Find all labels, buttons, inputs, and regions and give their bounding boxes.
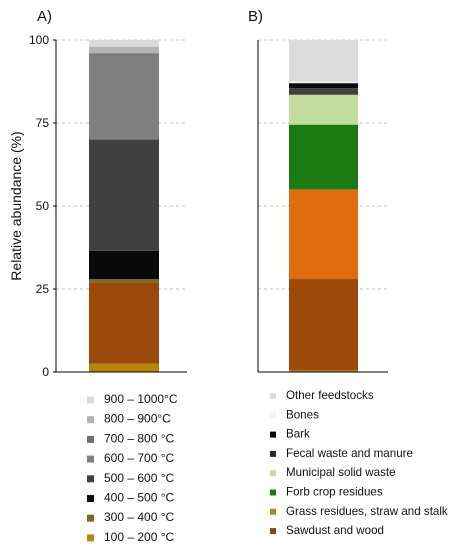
legend-label: 400 – 500 °C	[104, 491, 175, 505]
y-tick-label: 50	[36, 199, 50, 213]
legend-item: Forb crop residues	[270, 486, 383, 499]
legend-item: Grass residues, straw and stalk	[270, 505, 448, 518]
bar-segment	[289, 83, 358, 89]
y-axis-label: Relative abundance (%)	[8, 131, 24, 280]
legend-item: 100 – 200 °C	[87, 530, 175, 544]
bar-segment	[289, 88, 358, 95]
legend-item: 400 – 500 °C	[87, 491, 175, 505]
bar-segment	[289, 189, 358, 280]
legend-swatch	[87, 435, 94, 443]
legend-item: 600 – 700 °C	[87, 451, 175, 465]
legend-swatch	[87, 455, 94, 463]
y-tick-label: 75	[36, 116, 50, 130]
legend-swatch	[270, 431, 276, 438]
legend-swatch	[87, 475, 94, 483]
bar-segment	[289, 81, 358, 84]
bar-segment	[89, 46, 159, 54]
legend-swatch	[87, 534, 94, 542]
legend-item: Fecal waste and manure	[270, 447, 413, 460]
bar-segment	[289, 94, 358, 125]
legend-label: 600 – 700 °C	[104, 451, 175, 465]
y-tick-label: 100	[29, 33, 49, 47]
panel-a-title: A)	[37, 8, 52, 25]
legend-swatch	[270, 470, 276, 477]
legend-label: Other feedstocks	[286, 389, 374, 402]
bar-segment	[89, 250, 159, 280]
bar-segment	[289, 40, 358, 82]
legend-swatch	[270, 450, 276, 457]
legend-label: Sawdust and wood	[286, 524, 384, 537]
legend-swatch	[87, 416, 94, 424]
legend-item: 900 – 1000°C	[87, 392, 178, 406]
bar-segment	[289, 124, 358, 190]
legend-item: Bark	[270, 428, 310, 441]
legend-swatch	[270, 489, 276, 496]
legend-label: Grass residues, straw and stalk	[286, 505, 448, 518]
legend-item: 800 – 900°C	[87, 412, 171, 426]
legend-swatch	[87, 495, 94, 502]
bar-segment	[89, 53, 159, 55]
panel-b-legend: Other feedstocks Bones Bark Fecal waste and…	[270, 389, 448, 537]
bar-segment	[89, 139, 159, 251]
legend-swatch	[270, 393, 276, 399]
legend-item: Bones	[270, 408, 319, 421]
legend-label: 800 – 900°C	[104, 412, 171, 426]
legend-label: Bones	[286, 408, 319, 421]
legend-item: 500 – 600 °C	[87, 471, 175, 485]
bar-segment	[289, 370, 358, 372]
legend-swatch	[270, 508, 276, 515]
panel-b-chart	[257, 39, 388, 373]
bar-segment	[89, 279, 159, 283]
panel-a-legend: 900 – 1000°C 800 – 900°C 700 – 800 °C 600 –…	[87, 392, 178, 544]
panel-a-chart: 0 25 50 75 100	[29, 33, 187, 379]
legend-label: 900 – 1000°C	[104, 392, 178, 406]
legend-label: 100 – 200 °C	[104, 530, 175, 544]
bar-segment	[89, 54, 159, 140]
legend-label: Forb crop residues	[286, 486, 383, 499]
legend-swatch	[87, 396, 94, 404]
legend-label: Fecal waste and manure	[286, 447, 413, 460]
legend-label: 700 – 800 °C	[104, 431, 175, 445]
bar-segment	[289, 279, 358, 371]
legend-item: Sawdust and wood	[270, 524, 384, 537]
panel-b-title: B)	[248, 8, 263, 25]
legend-swatch	[87, 514, 94, 522]
bar-segment	[89, 282, 159, 364]
legend-item: Municipal solid waste	[270, 466, 396, 479]
y-tick-label: 25	[36, 282, 50, 296]
bar-segment	[89, 40, 159, 47]
legend-label: 500 – 600 °C	[104, 471, 175, 485]
legend-label: Municipal solid waste	[286, 466, 396, 479]
legend-label: 300 – 400 °C	[104, 510, 175, 524]
legend-item: 300 – 400 °C	[87, 510, 175, 524]
legend-label: Bark	[286, 428, 310, 441]
y-tick-label: 0	[42, 365, 49, 379]
legend-item: 700 – 800 °C	[87, 431, 175, 445]
legend-item: Other feedstocks	[270, 389, 374, 402]
legend-swatch	[270, 412, 276, 419]
bar-segment	[89, 363, 159, 372]
legend-swatch	[270, 528, 276, 535]
